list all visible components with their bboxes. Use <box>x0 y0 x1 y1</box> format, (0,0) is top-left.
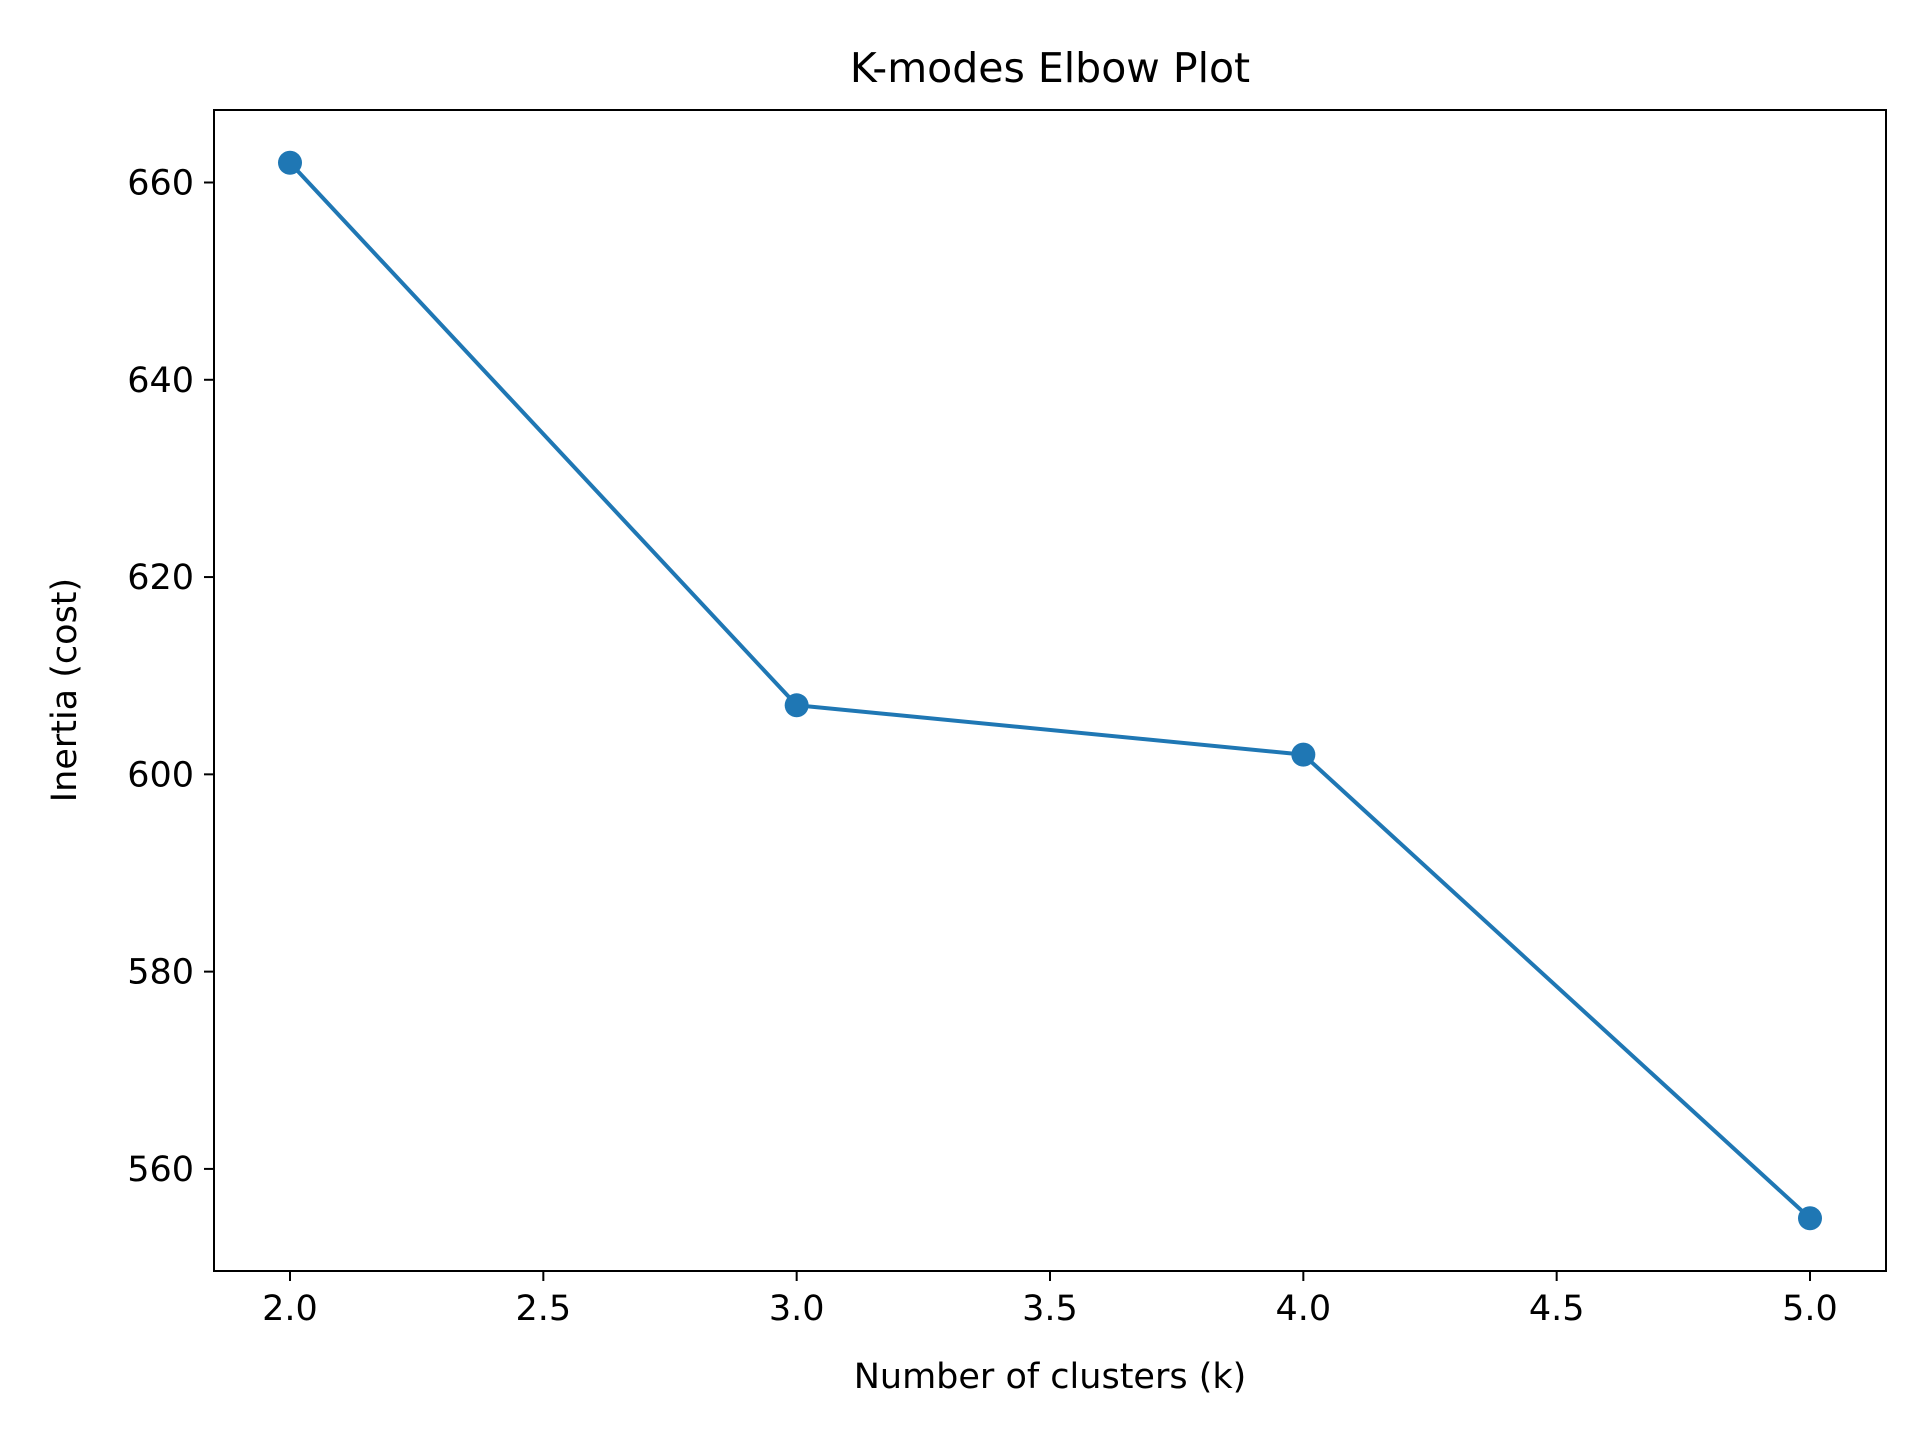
y-tick-label: 560 <box>127 1150 194 1190</box>
y-tick-label: 580 <box>127 953 194 993</box>
data-point <box>278 150 302 175</box>
x-tick-label: 2.0 <box>262 1289 318 1329</box>
y-tick-label: 620 <box>127 558 194 598</box>
x-tick-label: 3.0 <box>769 1289 825 1329</box>
plot-frame <box>213 109 1887 1272</box>
x-tick-label: 3.5 <box>1022 1289 1078 1329</box>
x-ticks: 2.0 2.5 3.0 3.5 4.0 4.5 5.0 <box>262 1271 1838 1329</box>
y-tick-label: 640 <box>127 361 194 401</box>
data-point <box>1291 742 1316 767</box>
y-tick-label: 600 <box>127 755 194 795</box>
x-tick-label: 5.0 <box>1782 1289 1838 1329</box>
x-axis-label: Number of clusters (k) <box>854 1357 1247 1397</box>
data-point <box>1798 1206 1822 1231</box>
y-tick-label: 660 <box>127 164 194 204</box>
chart-title: K-modes Elbow Plot <box>850 44 1250 92</box>
x-tick-label: 2.5 <box>515 1289 571 1329</box>
series-line <box>288 161 1812 1220</box>
y-axis-label: Inertia (cost) <box>45 578 85 802</box>
data-point <box>784 693 809 718</box>
y-ticks: 560 580 600 620 640 660 <box>127 164 214 1190</box>
plot-series <box>278 150 1822 1231</box>
x-tick-label: 4.0 <box>1275 1289 1331 1329</box>
x-tick-label: 4.5 <box>1529 1289 1585 1329</box>
